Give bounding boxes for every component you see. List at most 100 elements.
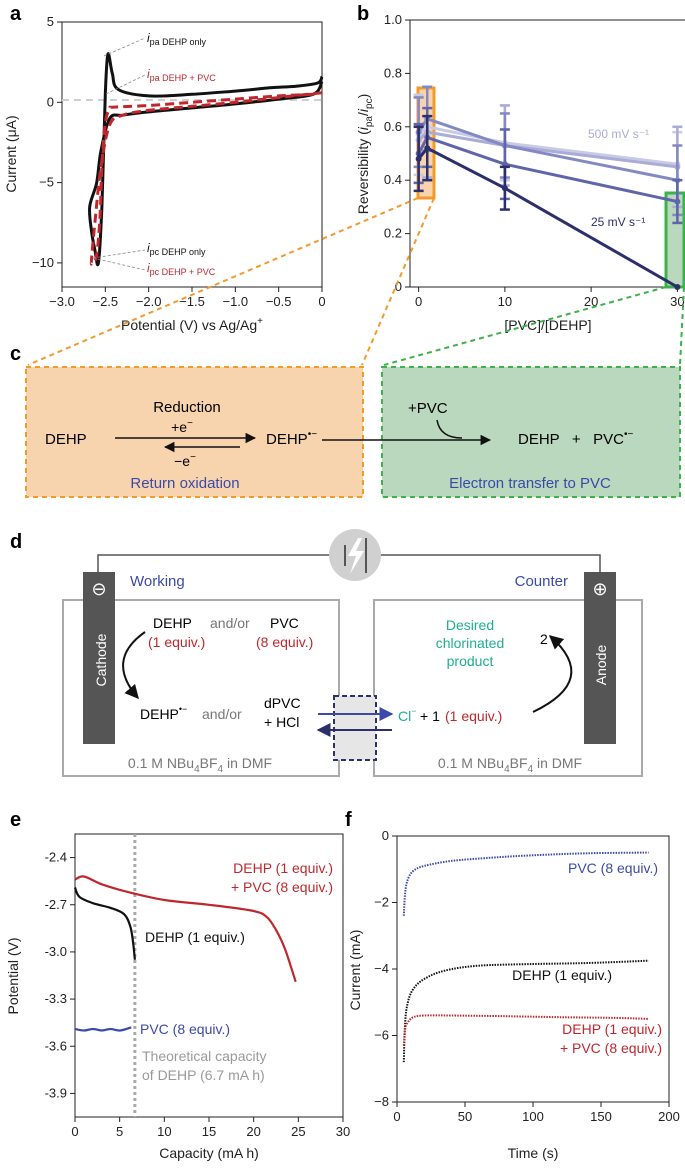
y-tick-label: -3.0: [45, 944, 67, 959]
x-tick-label: −1.5: [179, 294, 205, 309]
y-tick-label: -3.6: [45, 1038, 67, 1053]
y-tick-label: −5: [39, 175, 54, 190]
anode-label: Anode: [593, 645, 609, 686]
scheme-c-electron-transfer: Electron transfer to PVC: [449, 475, 611, 492]
chart-e-xlabel: Capacity (mA h): [159, 1145, 259, 1161]
lightning-icon: [348, 538, 364, 574]
scheme-d-reduction-arrow: [122, 631, 146, 700]
x-tick-label: 0: [71, 1124, 78, 1139]
chart-b-series-line-1: [417, 130, 678, 169]
chart-f-xlabel: Time (s): [508, 1145, 559, 1161]
scheme-c-dehp: DEHP: [45, 431, 87, 448]
chart-b-point: [415, 155, 422, 162]
panel-letter-f: f: [345, 809, 352, 831]
scheme-c: DEHP Reduction +e− −e− Return oxidation …: [25, 366, 681, 498]
y-tick-label: 0.2: [384, 226, 402, 241]
connector-green-right: [679, 286, 685, 366]
x-tick-label: −3.0: [49, 294, 75, 309]
scheme-d-andor1: and/or: [210, 615, 250, 631]
x-tick-label: −2.0: [136, 294, 162, 309]
x-tick-label: 200: [658, 1109, 680, 1124]
y-tick-label: 0: [47, 94, 54, 109]
scheme-d-working: Working: [130, 573, 185, 590]
scheme-c-minus-e: −e−: [174, 452, 196, 469]
chart-a-series-0: [88, 52, 324, 267]
connector-green-left: [383, 286, 667, 366]
scheme-c-plus-e: +e−: [171, 418, 193, 435]
scheme-d-membrane: [333, 695, 377, 761]
scheme-d-equiv1: (1 equiv.): [148, 634, 205, 650]
x-tick-label: 20: [246, 1124, 260, 1139]
chart-f-label-red-1: DEHP (1 equiv.): [562, 1021, 662, 1037]
chart-e-theory-2: of DEHP (6.7 mA h): [142, 1067, 265, 1083]
x-tick-label: −2.5: [92, 294, 118, 309]
panel-letter-c: c: [10, 343, 21, 365]
x-tick-label: 150: [590, 1109, 612, 1124]
x-tick-label: 30: [670, 294, 684, 309]
y-tick-label: 1.0: [384, 12, 402, 27]
connector-orange-right: [361, 197, 435, 366]
y-tick-label: -3.9: [45, 1085, 67, 1100]
chart-a-annotations: ipa DEHP only ipa DEHP + PVC ipc DEHP on…: [92, 31, 216, 277]
panel-letter-e: e: [10, 809, 21, 831]
chart-b-series-line-3: [417, 135, 678, 204]
y-tick-label: 0.6: [384, 119, 402, 134]
chart-f-ticks: 0 50 100 150 200 0 −2 −4 −6 −8: [374, 828, 680, 1124]
panel-letter-d: d: [10, 531, 22, 553]
chart-b-series-line-2: [417, 116, 678, 182]
anode-sign: ⊕: [592, 579, 607, 599]
chart-e-series: [73, 875, 297, 1032]
chart-e-label-blue: PVC (8 equiv.): [140, 1021, 230, 1037]
chart-f-series-1: [402, 959, 649, 1063]
scheme-d-dpvc: dPVC: [264, 695, 301, 711]
x-tick-label: 10: [157, 1124, 171, 1139]
cathode-electrode: [83, 572, 115, 744]
scheme-d-working-cell: [62, 599, 340, 777]
scheme-d-desired-3: product: [447, 653, 494, 669]
chart-a-xlabel: Potential (V) vs Ag/Ag+: [121, 316, 263, 333]
scheme-d-plus1: + 1: [420, 708, 440, 724]
scheme-d-electrolyte-left: 0.1 M NBu4BF4 in DMF: [128, 755, 272, 775]
chart-f-series-0: [402, 851, 649, 916]
chart-e-label-red-2: + PVC (8 equiv.): [231, 879, 333, 895]
chart-f: 0 50 100 150 200 0 −2 −4 −6 −8 PVC (8 equiv.) DEH…: [347, 828, 680, 1161]
chart-b-point: [674, 284, 681, 290]
chart-e-label-black: DEHP (1 equiv.): [145, 929, 245, 945]
y-tick-label: 0: [382, 828, 389, 843]
y-tick-label: −10: [32, 255, 54, 270]
annotation-ipa-dehp: ipa DEHP only: [147, 31, 207, 47]
chart-f-series: [402, 851, 649, 1063]
chart-e: 0 5 10 15 20 25 30 -2.4 -2.7 -3.0 -3.3 -3.6 -3.9 DEH…: [5, 833, 350, 1161]
scheme-d-desired-2: chlorinated: [436, 635, 505, 651]
scheme-c-green-box: [381, 366, 681, 498]
chart-e-ylabel: Potential (V): [5, 937, 21, 1014]
scheme-c-products: DEHP + PVC•−: [518, 429, 634, 448]
x-tick-label: −0.5: [266, 294, 292, 309]
x-tick-label: 5: [116, 1124, 123, 1139]
chart-b: 0 10 20 30 0 0.2 0.4 0.6 0.8 1.0 500 mV s⁻¹ 25 mV…: [355, 12, 685, 333]
scheme-d-cl: Cl−: [398, 706, 417, 724]
x-tick-label: 10: [498, 294, 512, 309]
x-tick-label: 25: [291, 1124, 305, 1139]
scheme-c-plus-pvc: +PVC: [408, 400, 448, 417]
scheme-d-dehp: DEHP: [153, 615, 192, 631]
x-tick-label: 30: [336, 1124, 350, 1139]
annotation-ipa-dehp-pvc: ipa DEHP + PVC: [147, 67, 216, 83]
panel-letter-a: a: [10, 3, 22, 25]
scheme-d-two: 2: [540, 631, 548, 647]
chart-e-series-1: [73, 887, 136, 960]
y-tick-label: −4: [374, 961, 389, 976]
chart-b-ticks: 0 10 20 30 0 0.2 0.4 0.6 0.8 1.0: [384, 12, 685, 309]
y-tick-label: -2.7: [45, 897, 67, 912]
panel-letter-b: b: [357, 3, 369, 25]
x-tick-label: 50: [458, 1109, 472, 1124]
chart-a-ylabel: Current (μA): [3, 115, 19, 192]
x-tick-label: 0: [393, 1109, 400, 1124]
scheme-d: ⊖ Cathode ⊕ Anode Working Counter DEHP a…: [62, 529, 643, 777]
y-tick-label: 0.8: [384, 65, 402, 80]
chart-e-series-0: [74, 875, 297, 983]
chart-e-label-red-1: DEHP (1 equiv.): [233, 860, 333, 876]
scheme-c-pvc-curve: [436, 419, 463, 439]
scheme-d-pvc: PVC: [270, 615, 299, 631]
